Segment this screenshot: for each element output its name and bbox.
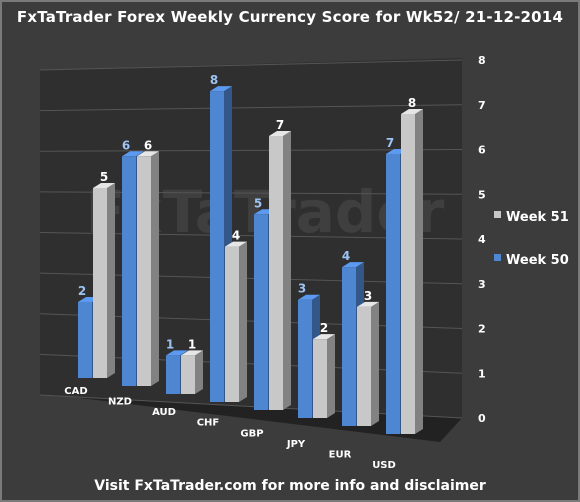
data-label-week51: 1 xyxy=(188,337,196,351)
bar-week51-cad-side xyxy=(107,183,115,378)
data-label-week51: 3 xyxy=(364,289,372,303)
floor xyxy=(40,395,462,442)
y-tick-label: 7 xyxy=(478,99,486,112)
bar-week50-aud-top xyxy=(166,350,188,356)
bar-week50-chf-top xyxy=(210,86,232,92)
y-tick-label: 8 xyxy=(478,54,486,67)
bar-week51-gbp-top xyxy=(269,131,291,136)
bar-week51-usd xyxy=(401,114,415,434)
bar-week51-jpy-top xyxy=(313,334,335,340)
bar-week51-usd-side xyxy=(415,109,423,434)
data-label-week50: 6 xyxy=(122,138,130,152)
data-label-week51: 4 xyxy=(232,229,240,243)
bar-week51-chf-side xyxy=(239,241,247,402)
category-label: NZD xyxy=(108,397,132,408)
bar-week50-cad xyxy=(78,302,92,378)
chart-title: FxTaTrader Forex Weekly Currency Score f… xyxy=(16,8,564,26)
category-label: AUD xyxy=(152,407,176,418)
bar-week51-cad-top xyxy=(93,183,115,188)
category-label: CHF xyxy=(197,418,220,429)
footer-text: Visit FxTaTrader.com for more info and d… xyxy=(94,478,486,494)
gridline xyxy=(39,149,463,152)
data-label-week51: 2 xyxy=(320,321,328,335)
category-label: CAD xyxy=(64,386,87,397)
bar-week51-jpy xyxy=(313,339,327,418)
bar-week50-nzd-top xyxy=(122,151,144,157)
data-label-week50: 8 xyxy=(210,73,218,87)
bar-week51-gbp-side xyxy=(283,131,291,410)
bar-week50-nzd xyxy=(122,156,136,386)
bar-week50-usd xyxy=(386,154,400,434)
bar-week51-chf-top xyxy=(225,241,247,247)
data-label-week51: 8 xyxy=(408,96,416,110)
bar-week50-jpy-top xyxy=(298,294,320,300)
bar-week50-gbp xyxy=(254,214,268,410)
gridline xyxy=(39,59,463,71)
bar-week50-eur-top xyxy=(342,262,364,268)
bar-week51-aud xyxy=(181,355,195,394)
category-label: USD xyxy=(372,460,396,471)
bar-week51-aud-top xyxy=(181,350,203,356)
data-label-week50: 3 xyxy=(298,282,306,296)
bar-week50-eur xyxy=(342,267,356,426)
y-tick-label: 3 xyxy=(478,278,486,291)
legend-swatch-week51 xyxy=(494,211,501,218)
y-tick-label: 2 xyxy=(478,323,486,336)
data-label-week50: 5 xyxy=(254,196,262,210)
category-label: JPY xyxy=(286,439,306,450)
legend: Week 51 Week 50 xyxy=(494,210,569,268)
data-label-week51: 5 xyxy=(100,170,108,184)
bar-week51-cad xyxy=(93,188,107,378)
legend-label-week51: Week 51 xyxy=(506,210,569,225)
gridline xyxy=(39,104,463,112)
y-tick-label: 6 xyxy=(478,144,486,157)
bar-week51-nzd-top xyxy=(137,151,159,157)
bar-week51-eur-side xyxy=(371,301,379,426)
bar-week51-aud-side xyxy=(195,350,203,394)
data-label-week51: 7 xyxy=(276,118,284,132)
data-label-week50: 1 xyxy=(166,337,174,351)
data-label-week50: 4 xyxy=(342,249,350,263)
data-label-week50: 2 xyxy=(78,284,86,298)
y-tick-label: 1 xyxy=(478,367,486,380)
bar-week51-eur xyxy=(357,306,371,426)
y-tick-label: 4 xyxy=(478,233,486,246)
y-tick-label: 5 xyxy=(478,188,486,201)
data-label-week50: 7 xyxy=(386,136,394,150)
legend-swatch-week50 xyxy=(494,254,501,261)
category-label: EUR xyxy=(329,449,352,460)
bar-week51-jpy-side xyxy=(327,334,335,418)
y-tick-label: 0 xyxy=(478,412,486,425)
bar-week50-aud xyxy=(166,355,180,394)
bar-week51-chf xyxy=(225,246,239,402)
bar-week51-usd-top xyxy=(401,109,423,114)
bar-week51-eur-top xyxy=(357,301,379,307)
bar-week51-nzd-side xyxy=(151,151,159,386)
bar-week51-nzd xyxy=(137,156,151,386)
bar-week50-jpy xyxy=(298,299,312,418)
legend-label-week50: Week 50 xyxy=(506,253,569,268)
bar-week51-gbp xyxy=(269,136,283,410)
data-label-week51: 6 xyxy=(144,138,152,152)
category-label: GBP xyxy=(240,428,263,439)
bar-week50-chf xyxy=(210,91,224,403)
